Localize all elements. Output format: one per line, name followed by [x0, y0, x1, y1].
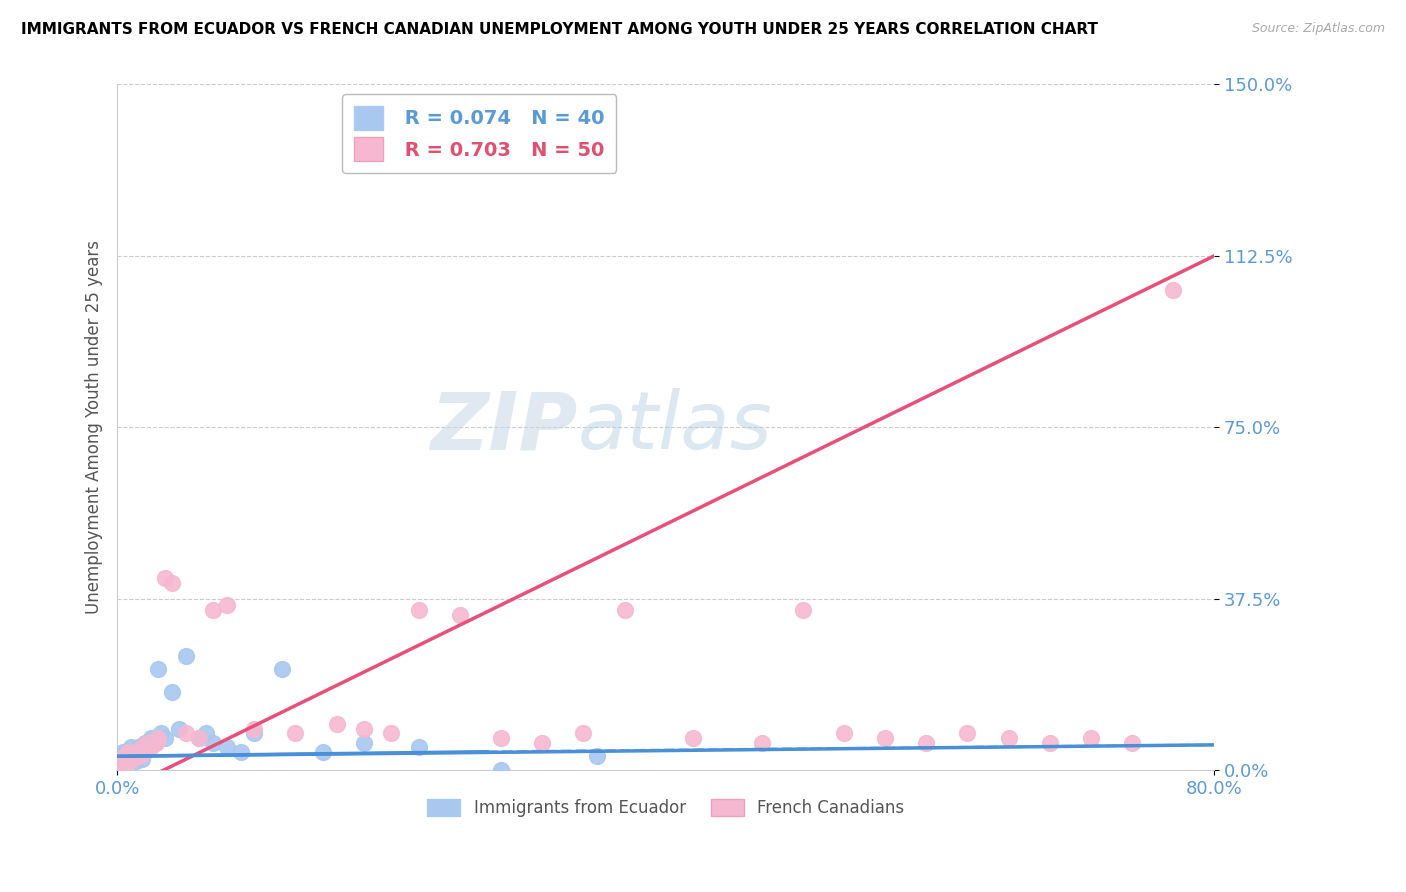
Point	[613, 603, 636, 617]
Point	[108, 754, 131, 768]
Point	[202, 735, 225, 749]
Point	[112, 754, 135, 768]
Point	[531, 735, 554, 749]
Text: atlas: atlas	[578, 388, 773, 467]
Point	[325, 717, 347, 731]
Point	[153, 571, 176, 585]
Legend: Immigrants from Ecuador, French Canadians: Immigrants from Ecuador, French Canadian…	[420, 792, 911, 823]
Point	[122, 745, 145, 759]
Point	[449, 607, 471, 622]
Point	[129, 745, 152, 759]
Point	[120, 740, 142, 755]
Text: Source: ZipAtlas.com: Source: ZipAtlas.com	[1251, 22, 1385, 36]
Point	[312, 745, 335, 759]
Point	[141, 731, 163, 745]
Point	[131, 740, 153, 755]
Point	[1121, 735, 1143, 749]
Text: IMMIGRANTS FROM ECUADOR VS FRENCH CANADIAN UNEMPLOYMENT AMONG YOUTH UNDER 25 YEA: IMMIGRANTS FROM ECUADOR VS FRENCH CANADI…	[21, 22, 1098, 37]
Point	[136, 735, 159, 749]
Point	[150, 726, 173, 740]
Point	[270, 663, 292, 677]
Point	[127, 747, 149, 761]
Point	[121, 749, 143, 764]
Point	[229, 745, 252, 759]
Point	[832, 726, 855, 740]
Point	[167, 722, 190, 736]
Point	[107, 758, 129, 772]
Point	[108, 749, 131, 764]
Point	[489, 763, 512, 777]
Point	[408, 603, 430, 617]
Point	[118, 754, 141, 768]
Point	[127, 740, 149, 755]
Point	[114, 747, 136, 761]
Point	[120, 749, 142, 764]
Point	[160, 575, 183, 590]
Point	[160, 685, 183, 699]
Point	[124, 745, 146, 759]
Point	[107, 754, 129, 768]
Point	[124, 747, 146, 761]
Point	[243, 726, 266, 740]
Point	[353, 735, 375, 749]
Point	[128, 749, 150, 764]
Point	[141, 740, 163, 755]
Point	[143, 735, 166, 749]
Point	[121, 751, 143, 765]
Point	[915, 735, 938, 749]
Point	[380, 726, 402, 740]
Point	[284, 726, 307, 740]
Text: ZIP: ZIP	[430, 388, 578, 467]
Point	[792, 603, 814, 617]
Point	[112, 754, 135, 768]
Point	[118, 751, 141, 765]
Point	[145, 735, 167, 749]
Point	[243, 722, 266, 736]
Point	[195, 726, 218, 740]
Point	[956, 726, 979, 740]
Y-axis label: Unemployment Among Youth under 25 years: Unemployment Among Youth under 25 years	[86, 240, 103, 615]
Point	[572, 726, 595, 740]
Point	[174, 726, 197, 740]
Point	[117, 745, 139, 759]
Point	[408, 740, 430, 755]
Point	[128, 749, 150, 764]
Point	[114, 749, 136, 764]
Point	[215, 740, 238, 755]
Point	[110, 751, 132, 765]
Point	[148, 663, 170, 677]
Point	[153, 731, 176, 745]
Point	[115, 749, 138, 764]
Point	[136, 740, 159, 755]
Point	[751, 735, 773, 749]
Point	[586, 749, 609, 764]
Point	[117, 745, 139, 759]
Point	[188, 731, 211, 745]
Point	[1161, 283, 1184, 297]
Point	[110, 756, 132, 771]
Point	[1039, 735, 1062, 749]
Point	[148, 731, 170, 745]
Point	[125, 754, 148, 768]
Point	[202, 603, 225, 617]
Point	[134, 735, 156, 749]
Point	[115, 751, 138, 765]
Point	[188, 731, 211, 745]
Point	[111, 745, 134, 759]
Point	[682, 731, 704, 745]
Point	[134, 745, 156, 759]
Point	[174, 648, 197, 663]
Point	[875, 731, 897, 745]
Point	[353, 722, 375, 736]
Point	[111, 751, 134, 765]
Point	[1080, 731, 1102, 745]
Point	[122, 747, 145, 761]
Point	[997, 731, 1019, 745]
Point	[489, 731, 512, 745]
Point	[215, 599, 238, 613]
Point	[131, 751, 153, 765]
